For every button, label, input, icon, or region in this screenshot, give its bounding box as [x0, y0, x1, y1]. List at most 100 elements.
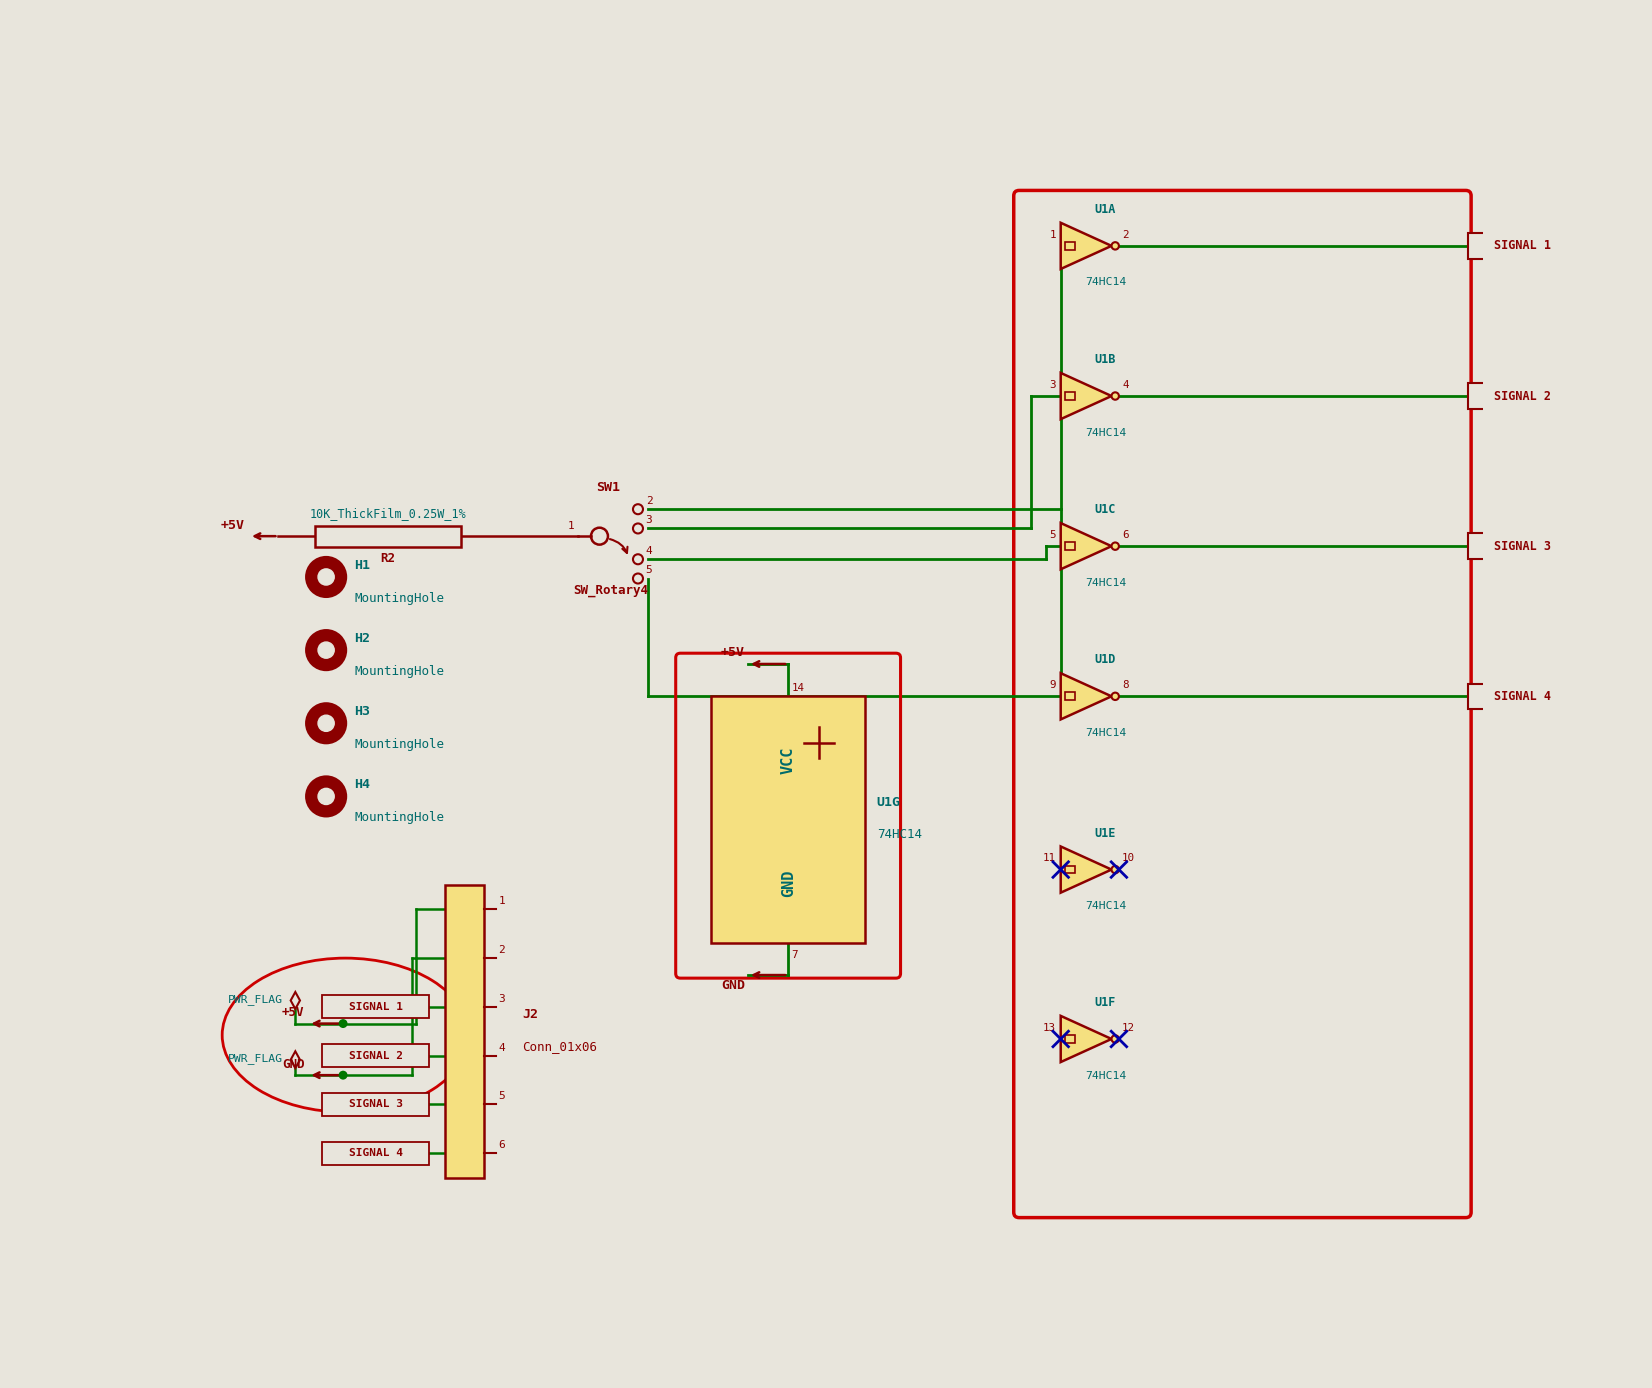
- Circle shape: [319, 715, 334, 731]
- Bar: [1066, 693, 1075, 700]
- Text: Conn_01x06: Conn_01x06: [522, 1040, 598, 1053]
- Text: 3: 3: [646, 515, 653, 525]
- Circle shape: [306, 630, 347, 670]
- Text: 74HC14: 74HC14: [1085, 577, 1127, 587]
- Text: 74HC14: 74HC14: [1085, 1070, 1127, 1080]
- Text: 12: 12: [1122, 1023, 1135, 1033]
- Text: 2: 2: [1122, 229, 1128, 240]
- Text: 2: 2: [646, 496, 653, 505]
- Text: 74HC14: 74HC14: [1085, 428, 1127, 437]
- Text: U1E: U1E: [1095, 826, 1117, 840]
- Polygon shape: [1061, 523, 1112, 569]
- Text: 1: 1: [1049, 229, 1056, 240]
- Text: SW_Rotary4: SW_Rotary4: [573, 584, 649, 597]
- Text: SIGNAL 4: SIGNAL 4: [1493, 690, 1551, 702]
- Circle shape: [339, 1070, 347, 1080]
- Text: 1: 1: [568, 520, 575, 530]
- Text: 11: 11: [1042, 854, 1056, 863]
- Text: 5: 5: [646, 565, 653, 575]
- Text: GND: GND: [282, 1058, 304, 1070]
- Circle shape: [1112, 1035, 1118, 1042]
- Text: 5: 5: [1049, 530, 1056, 540]
- Text: VCC: VCC: [781, 747, 796, 775]
- FancyBboxPatch shape: [322, 1092, 430, 1116]
- Polygon shape: [1061, 1016, 1112, 1062]
- Text: 4: 4: [646, 545, 653, 555]
- Polygon shape: [1061, 373, 1112, 419]
- Text: 10K_ThickFilm_0.25W_1%: 10K_ThickFilm_0.25W_1%: [309, 507, 466, 520]
- Text: U1F: U1F: [1095, 997, 1117, 1009]
- FancyBboxPatch shape: [1469, 684, 1578, 709]
- Text: 74HC14: 74HC14: [1085, 278, 1127, 287]
- Text: U1A: U1A: [1095, 203, 1117, 217]
- Bar: [1066, 393, 1075, 400]
- Text: R2: R2: [380, 551, 395, 565]
- Text: SIGNAL 3: SIGNAL 3: [349, 1099, 403, 1109]
- Bar: [314, 526, 461, 547]
- Polygon shape: [1061, 847, 1112, 892]
- Circle shape: [306, 776, 347, 816]
- Text: MountingHole: MountingHole: [355, 665, 444, 677]
- Text: SIGNAL 3: SIGNAL 3: [1493, 540, 1551, 552]
- Circle shape: [306, 704, 347, 744]
- FancyBboxPatch shape: [322, 1142, 430, 1165]
- FancyBboxPatch shape: [1469, 533, 1578, 559]
- Text: 74HC14: 74HC14: [1085, 901, 1127, 911]
- Text: 9: 9: [1049, 680, 1056, 690]
- FancyBboxPatch shape: [322, 995, 430, 1019]
- Polygon shape: [1061, 673, 1112, 719]
- Bar: [710, 697, 866, 942]
- Circle shape: [339, 1019, 347, 1029]
- Text: SIGNAL 1: SIGNAL 1: [349, 1002, 403, 1012]
- Text: H1: H1: [355, 558, 370, 572]
- Text: SIGNAL 4: SIGNAL 4: [349, 1148, 403, 1158]
- Text: MountingHole: MountingHole: [355, 811, 444, 824]
- Circle shape: [1112, 693, 1118, 700]
- Text: 7: 7: [791, 951, 798, 960]
- Text: SW1: SW1: [596, 480, 620, 494]
- Circle shape: [1112, 393, 1118, 400]
- Text: SIGNAL 2: SIGNAL 2: [349, 1051, 403, 1060]
- Polygon shape: [1061, 222, 1112, 269]
- Text: J2: J2: [522, 1008, 539, 1020]
- Text: 74HC14: 74HC14: [1085, 727, 1127, 738]
- Text: SIGNAL 2: SIGNAL 2: [1493, 390, 1551, 403]
- Text: 4: 4: [499, 1042, 506, 1052]
- Text: H3: H3: [355, 705, 370, 718]
- Text: 3: 3: [499, 994, 506, 1004]
- Bar: [1066, 1035, 1075, 1042]
- Bar: [446, 886, 484, 1177]
- Text: PWR_FLAG: PWR_FLAG: [228, 1053, 282, 1065]
- Text: SIGNAL 1: SIGNAL 1: [1493, 239, 1551, 253]
- Text: GND: GND: [781, 870, 796, 897]
- FancyBboxPatch shape: [1469, 383, 1578, 408]
- Text: 10: 10: [1122, 854, 1135, 863]
- Text: U1D: U1D: [1095, 654, 1117, 666]
- Bar: [1066, 866, 1075, 873]
- Circle shape: [306, 557, 347, 597]
- Text: 2: 2: [499, 945, 506, 955]
- Circle shape: [1112, 242, 1118, 250]
- Text: MountingHole: MountingHole: [355, 738, 444, 751]
- Text: GND: GND: [720, 979, 745, 992]
- Text: 13: 13: [1042, 1023, 1056, 1033]
- Text: 4: 4: [1122, 380, 1128, 390]
- Text: U1G: U1G: [877, 797, 900, 809]
- Text: 8: 8: [1122, 680, 1128, 690]
- Text: 14: 14: [791, 683, 805, 693]
- Circle shape: [319, 643, 334, 658]
- Text: 5: 5: [499, 1091, 506, 1101]
- Bar: [1066, 242, 1075, 250]
- Circle shape: [1112, 866, 1118, 873]
- Text: +5V: +5V: [282, 1006, 304, 1019]
- Text: 6: 6: [1122, 530, 1128, 540]
- Text: +5V: +5V: [720, 647, 745, 659]
- Circle shape: [319, 569, 334, 586]
- FancyBboxPatch shape: [1469, 233, 1578, 258]
- Text: +5V: +5V: [220, 519, 244, 532]
- Text: U1B: U1B: [1095, 353, 1117, 366]
- Circle shape: [319, 788, 334, 805]
- Text: H4: H4: [355, 779, 370, 791]
- Text: 1: 1: [499, 897, 506, 906]
- Text: 3: 3: [1049, 380, 1056, 390]
